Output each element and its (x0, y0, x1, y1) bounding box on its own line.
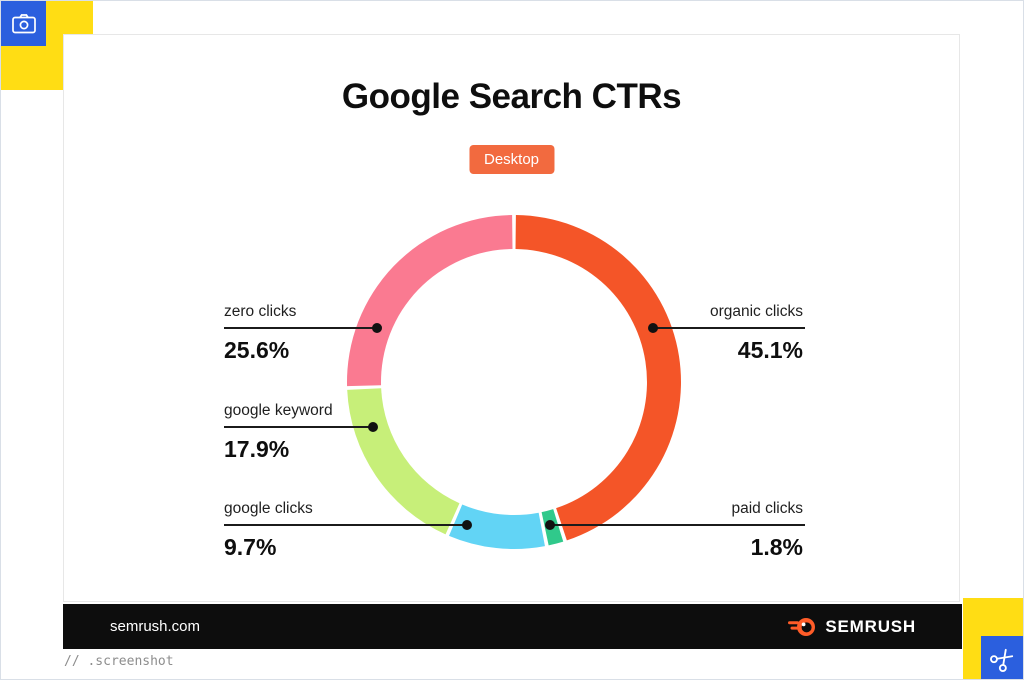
callout-value-paid-clicks: 1.8% (750, 534, 803, 560)
donut-chart (339, 207, 689, 557)
semrush-wordmark: SEMRUSH (825, 616, 916, 636)
callout-dot-google-keyword (368, 422, 378, 432)
page-title: Google Search CTRs (341, 77, 682, 116)
device-badge: Desktop (468, 145, 555, 174)
callout-dot-paid-clicks (545, 520, 555, 530)
semrush-logo: SEMRUSH (788, 616, 916, 638)
donut-svg (346, 215, 681, 550)
callout-label-google-keyword: google keyword (224, 402, 333, 419)
callout-line-google-clicks (224, 524, 467, 526)
screenshot-caption: // .screenshot (64, 654, 174, 669)
footer-bar: semrush.com SEMRUSH (63, 604, 962, 649)
scissors-icon (990, 648, 1014, 672)
callout-value-google-clicks: 9.7% (224, 534, 277, 560)
camera-badge (1, 1, 46, 46)
donut-segment-zero-clicks (346, 215, 513, 387)
callout-dot-zero-clicks (372, 323, 382, 333)
callout-value-zero-clicks: 25.6% (224, 337, 290, 363)
callout-line-google-keyword (224, 426, 373, 428)
callout-label-google-clicks: google clicks (224, 500, 313, 517)
callout-label-paid-clicks: paid clicks (731, 500, 804, 517)
donut-segment-google-keyword (347, 388, 460, 535)
callout-value-organic-clicks: 45.1% (737, 337, 803, 363)
callout-value-google-keyword: 17.9% (224, 436, 290, 462)
callout-line-organic-clicks (653, 327, 805, 329)
camera-icon (11, 13, 36, 33)
footer-site-url: semrush.com (110, 618, 201, 635)
donut-segment-google-clicks (449, 504, 545, 550)
callout-dot-organic-clicks (648, 323, 658, 333)
semrush-flame-icon (788, 617, 816, 636)
donut-segment-organic-clicks (515, 215, 681, 541)
chart-card: Google Search CTRs Desktop zero clicks 2… (63, 34, 960, 602)
callout-label-organic-clicks: organic clicks (709, 303, 803, 320)
callout-dot-google-clicks (462, 520, 472, 530)
callout-line-paid-clicks (550, 524, 805, 526)
callout-line-zero-clicks (224, 327, 377, 329)
scissors-badge (981, 636, 1023, 679)
callout-label-zero-clicks: zero clicks (224, 303, 297, 320)
